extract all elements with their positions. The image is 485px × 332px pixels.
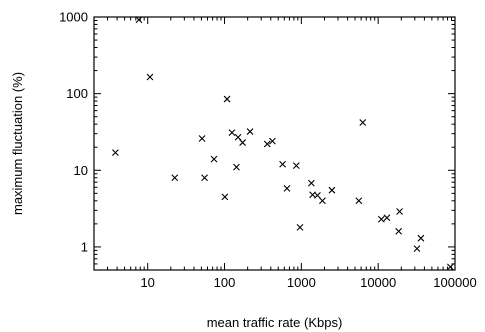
- data-point: [233, 163, 240, 171]
- y-tick-label: 1000: [59, 10, 88, 25]
- x-tick-label: 10000: [360, 275, 396, 290]
- data-point: [413, 245, 421, 253]
- data-point: [359, 119, 367, 126]
- data-point: [396, 208, 403, 215]
- data-point: [279, 160, 286, 168]
- x-axis-label: mean traffic rate (Kbps): [207, 315, 343, 330]
- data-point: [198, 135, 206, 142]
- data-point: [221, 193, 229, 201]
- data-point: [296, 223, 304, 231]
- data-point: [307, 179, 315, 187]
- data-point: [292, 162, 300, 170]
- data-point: [314, 192, 321, 199]
- x-tick-label: 1000: [287, 275, 316, 290]
- data-point: [171, 174, 179, 182]
- data-points: [112, 16, 454, 271]
- data-point: [228, 129, 236, 137]
- data-point: [355, 197, 363, 205]
- data-point: [112, 149, 119, 157]
- data-point: [383, 214, 391, 222]
- data-point: [283, 185, 291, 192]
- x-tick-label: 10: [140, 275, 154, 290]
- data-point: [395, 227, 403, 235]
- data-point: [417, 234, 425, 242]
- y-tick-label: 1: [81, 239, 88, 254]
- data-point: [377, 215, 385, 223]
- data-point: [146, 73, 154, 81]
- data-point: [269, 137, 276, 145]
- y-axis-label: maximum fluctuation (%): [10, 72, 25, 215]
- plot-frame: [93, 16, 456, 271]
- data-point: [446, 263, 454, 271]
- data-point: [239, 139, 247, 146]
- data-point: [223, 95, 231, 103]
- ticks: 10 100 1000 10000 100000 1 10 100 1000: [59, 10, 477, 291]
- data-point: [263, 140, 271, 148]
- data-point: [246, 128, 254, 135]
- x-tick-label: 100000: [433, 275, 476, 290]
- data-point: [135, 16, 143, 24]
- data-point: [210, 155, 218, 163]
- y-tick-label: 100: [66, 86, 88, 101]
- y-tick-label: 10: [74, 163, 88, 178]
- data-point: [328, 186, 336, 194]
- data-point: [319, 197, 326, 205]
- axes: [93, 16, 456, 271]
- data-point: [201, 174, 208, 182]
- x-tick-label: 100: [214, 275, 236, 290]
